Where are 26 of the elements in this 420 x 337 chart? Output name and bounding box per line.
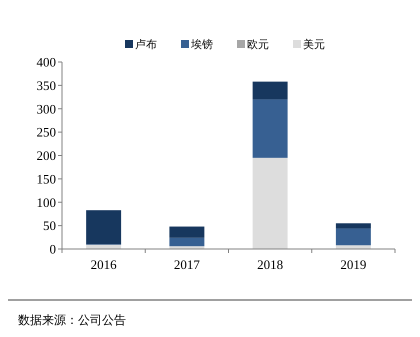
y-tick-label: 400 <box>36 54 56 70</box>
x-tick-label: 2019 <box>340 257 366 272</box>
source-note: 数据来源：公司公告 <box>18 313 126 327</box>
legend-label: 美元 <box>303 38 325 51</box>
legend-label: 欧元 <box>247 38 269 51</box>
y-tick-label: 0 <box>50 242 56 256</box>
bar <box>336 223 371 228</box>
bar <box>169 226 204 238</box>
y-tick-label: 200 <box>36 148 56 163</box>
bar <box>169 238 204 246</box>
legend-label: 卢布 <box>135 38 157 51</box>
y-tick-label: 150 <box>36 171 56 186</box>
bar <box>336 228 371 246</box>
x-tick-label: 2018 <box>257 257 284 272</box>
y-tick-label: 50 <box>43 218 56 234</box>
bar <box>252 158 288 249</box>
bar <box>86 210 122 244</box>
bar <box>252 82 288 100</box>
y-tick-label: 250 <box>36 124 56 140</box>
legend-label: 埃镑 <box>190 38 213 51</box>
y-tick-label: 350 <box>36 78 56 93</box>
y-tick-label: 300 <box>36 101 56 116</box>
x-tick-label: 2016 <box>90 257 118 272</box>
bar <box>252 99 288 158</box>
x-tick-label: 2017 <box>174 257 200 272</box>
y-tick-label: 100 <box>36 194 56 210</box>
